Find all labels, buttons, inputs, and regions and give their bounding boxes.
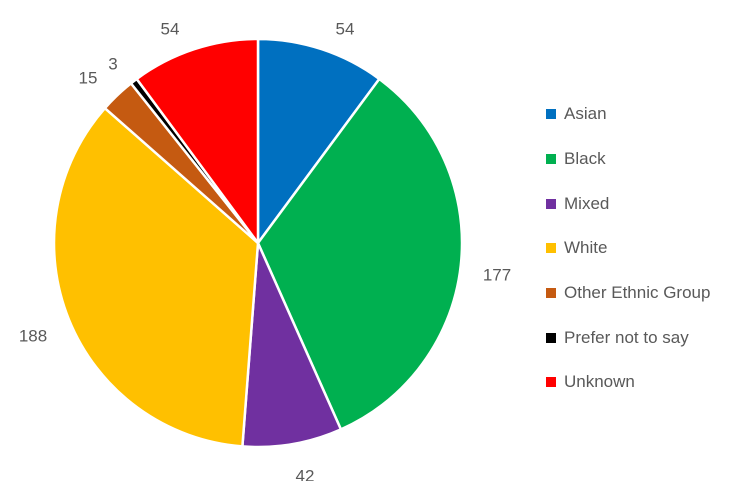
data-label-white: 188 — [19, 326, 47, 345]
legend-item-unknown: Unknown — [546, 360, 710, 405]
legend-swatch-asian — [546, 109, 556, 119]
legend-swatch-black — [546, 154, 556, 164]
legend-label: Asian — [564, 104, 607, 124]
legend-swatch-prefer-not-to-say — [546, 333, 556, 343]
data-label-unknown: 54 — [161, 19, 180, 38]
legend-item-mixed: Mixed — [546, 181, 710, 226]
legend-label: Unknown — [564, 372, 635, 392]
legend-label: Prefer not to say — [564, 328, 689, 348]
data-label-black: 177 — [483, 265, 511, 284]
data-label-other-ethnic-group: 15 — [79, 68, 98, 87]
legend-item-prefer-not-to-say: Prefer not to say — [546, 315, 710, 360]
legend-item-asian: Asian — [546, 92, 710, 137]
legend-swatch-unknown — [546, 377, 556, 387]
data-label-mixed: 42 — [296, 466, 315, 481]
pie-slices — [54, 39, 462, 447]
legend-label: Mixed — [564, 194, 609, 214]
legend-swatch-mixed — [546, 199, 556, 209]
legend-item-white: White — [546, 226, 710, 271]
legend-item-black: Black — [546, 137, 710, 182]
data-label-asian: 54 — [336, 19, 355, 38]
legend-label: Black — [564, 149, 606, 169]
legend-item-other-ethnic-group: Other Ethnic Group — [546, 271, 710, 316]
legend: Asian Black Mixed White Other Ethnic Gro… — [546, 92, 710, 405]
legend-label: White — [564, 238, 607, 258]
data-label-prefer-not-to-say: 3 — [108, 54, 117, 73]
legend-label: Other Ethnic Group — [564, 283, 710, 303]
legend-swatch-other-ethnic-group — [546, 288, 556, 298]
legend-swatch-white — [546, 243, 556, 253]
